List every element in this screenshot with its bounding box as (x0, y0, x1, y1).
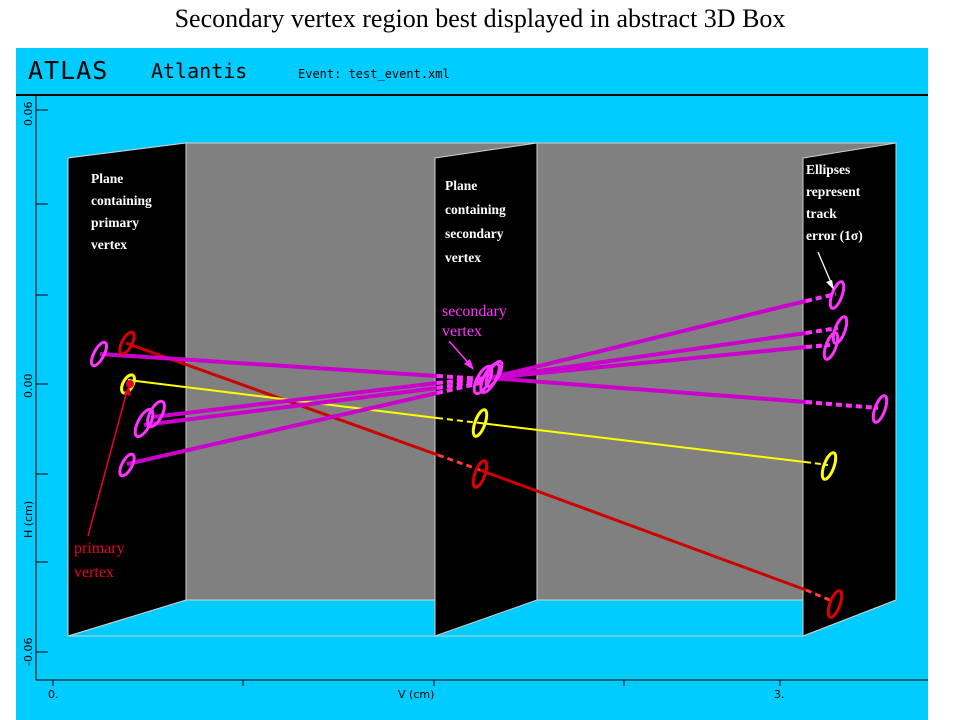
error-ellipse-arrow (817, 251, 834, 290)
y-tick-zero: 0.00 (22, 374, 35, 399)
slide-title: Secondary vertex region best displayed i… (174, 4, 786, 33)
x-axis: 0. V (cm) 3. (36, 679, 928, 701)
error-ellipses (89, 280, 889, 619)
event-label: Event: test_event.xml (298, 67, 450, 81)
plane-primary-label: Plane containing primary vertex (91, 171, 155, 252)
x-tick-end: 3. (774, 688, 785, 701)
header-divider (16, 94, 928, 96)
app-header: ATLAS Atlantis Event: test_event.xml (16, 48, 928, 92)
plane-error-label: Ellipses represent track error (1σ) (806, 162, 864, 243)
plane-error (802, 142, 897, 637)
track-yellow (127, 379, 829, 466)
y-tick-top: 0.06 (22, 102, 35, 127)
svg-text:primary vertex: primary vertex (74, 540, 129, 581)
app-product: Atlantis (151, 59, 248, 83)
tracks (89, 280, 889, 619)
y-axis-title: H (cm) (22, 501, 35, 538)
primary-vertex-annotation: primary vertex (74, 380, 134, 581)
plane-secondary-label: Plane containing secondary vertex (445, 178, 509, 265)
secondary-vertex-annotation: secondary vertex (442, 303, 511, 370)
svg-text:secondary vertex: secondary vertex (442, 303, 511, 340)
primary-vertex-dot (126, 380, 134, 388)
tracks-magenta (99, 292, 879, 466)
y-axis: 0.06 0.00 -0.06 H (cm) (16, 96, 48, 680)
x-axis-title: V (cm) (398, 688, 434, 701)
x-tick-start: 0. (48, 688, 59, 701)
y-tick-bottom: -0.06 (22, 638, 35, 666)
app-name: ATLAS (28, 56, 109, 85)
plane-secondary (434, 142, 538, 637)
